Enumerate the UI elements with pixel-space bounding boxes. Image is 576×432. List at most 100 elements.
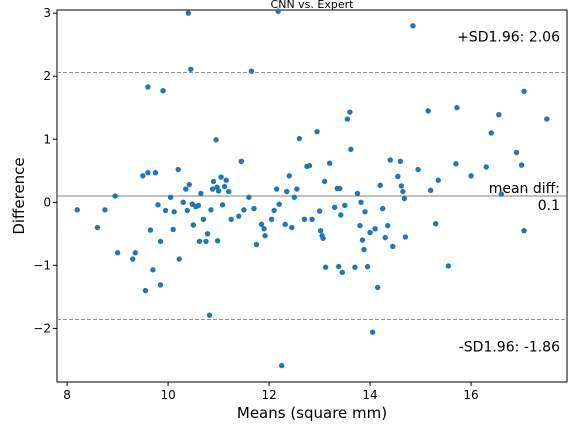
data-point bbox=[208, 207, 214, 213]
data-point bbox=[162, 207, 169, 214]
data-point bbox=[190, 222, 197, 228]
data-point bbox=[468, 173, 474, 179]
data-point bbox=[400, 188, 406, 195]
data-point bbox=[142, 287, 149, 294]
data-point bbox=[228, 216, 234, 223]
data-point bbox=[521, 227, 527, 234]
data-point bbox=[214, 238, 221, 244]
data-point bbox=[354, 190, 361, 197]
data-point bbox=[306, 163, 313, 169]
data-point bbox=[496, 111, 502, 118]
data-point bbox=[309, 216, 315, 223]
data-point bbox=[261, 226, 267, 232]
data-point bbox=[215, 188, 222, 194]
data-point bbox=[415, 166, 421, 173]
data-point bbox=[157, 238, 164, 245]
data-point bbox=[284, 188, 290, 195]
data-points bbox=[74, 8, 550, 369]
data-point bbox=[268, 216, 275, 223]
data-point bbox=[210, 178, 217, 185]
data-point bbox=[94, 224, 101, 231]
data-point bbox=[236, 213, 242, 219]
data-point bbox=[374, 284, 381, 291]
data-point bbox=[401, 195, 408, 202]
data-point bbox=[223, 177, 229, 183]
data-point bbox=[498, 191, 505, 197]
data-point bbox=[282, 221, 288, 228]
data-point bbox=[74, 207, 80, 213]
data-point bbox=[196, 238, 203, 245]
data-point bbox=[425, 108, 431, 114]
data-point bbox=[395, 173, 401, 180]
x-tick-label: 10 bbox=[160, 388, 175, 402]
data-point bbox=[344, 116, 351, 122]
data-point bbox=[198, 190, 204, 197]
data-point bbox=[155, 202, 161, 208]
data-point bbox=[180, 199, 186, 206]
data-point bbox=[286, 173, 292, 179]
data-point bbox=[483, 164, 489, 170]
data-point bbox=[352, 264, 358, 270]
x-tick-label: 8 bbox=[63, 388, 71, 402]
data-point bbox=[379, 205, 386, 212]
data-point bbox=[359, 237, 366, 243]
x-tick-label: 16 bbox=[463, 388, 478, 402]
data-point bbox=[262, 233, 268, 239]
data-point bbox=[253, 241, 260, 248]
data-point bbox=[387, 157, 393, 163]
data-point bbox=[326, 160, 333, 166]
data-point bbox=[322, 264, 329, 270]
data-point bbox=[157, 282, 164, 288]
data-point bbox=[167, 194, 174, 200]
data-point bbox=[382, 234, 388, 241]
data-point bbox=[102, 207, 108, 213]
data-point bbox=[289, 224, 295, 231]
data-point bbox=[347, 109, 353, 115]
data-point bbox=[362, 209, 368, 215]
data-point bbox=[336, 263, 342, 270]
data-point bbox=[209, 186, 216, 192]
data-point bbox=[521, 88, 527, 95]
data-point bbox=[195, 202, 202, 209]
data-point bbox=[301, 216, 308, 223]
data-point bbox=[348, 146, 354, 153]
y-tick-label: 0 bbox=[43, 195, 51, 209]
data-point bbox=[145, 169, 151, 176]
data-point bbox=[160, 88, 166, 94]
data-point bbox=[251, 205, 257, 212]
data-point bbox=[221, 183, 228, 190]
data-point bbox=[225, 188, 232, 195]
data-point bbox=[372, 226, 378, 232]
data-point bbox=[273, 186, 280, 192]
data-point bbox=[132, 250, 138, 256]
data-point bbox=[130, 256, 136, 262]
data-point bbox=[453, 161, 459, 167]
data-point bbox=[369, 329, 376, 335]
data-point bbox=[332, 204, 338, 211]
data-point bbox=[176, 256, 182, 262]
data-point bbox=[218, 174, 224, 180]
x-tick-label: 14 bbox=[362, 388, 377, 402]
data-point bbox=[364, 263, 371, 270]
y-tick-label: −2 bbox=[33, 321, 51, 335]
data-point bbox=[314, 128, 320, 135]
data-point bbox=[518, 162, 525, 168]
data-point bbox=[276, 201, 282, 207]
x-tick-label: 12 bbox=[261, 388, 276, 402]
y-tick-label: 3 bbox=[43, 6, 51, 20]
data-point bbox=[258, 221, 265, 228]
y-tick-label: 2 bbox=[43, 69, 51, 83]
data-point bbox=[183, 186, 189, 192]
data-point bbox=[185, 10, 191, 16]
data-point bbox=[316, 208, 323, 214]
data-point bbox=[112, 193, 118, 199]
data-point bbox=[170, 226, 176, 233]
data-point bbox=[279, 362, 285, 369]
data-point bbox=[204, 231, 211, 237]
data-point bbox=[317, 227, 324, 234]
data-point bbox=[337, 185, 343, 192]
data-point bbox=[294, 186, 300, 192]
data-point bbox=[275, 8, 281, 14]
data-point bbox=[200, 216, 207, 223]
